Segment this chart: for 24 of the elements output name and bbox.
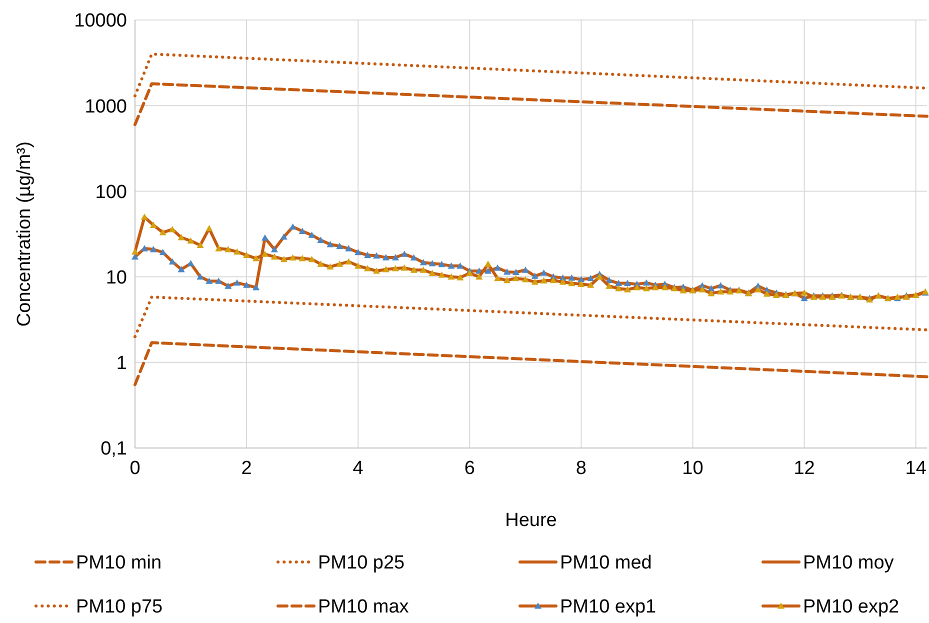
x-tick-label: 8 bbox=[576, 458, 586, 479]
y-tick-label: 10000 bbox=[74, 10, 127, 32]
legend-label: PM10 moy bbox=[803, 552, 894, 574]
legend-label: PM10 p25 bbox=[318, 552, 405, 574]
x-tick-label: 6 bbox=[464, 458, 475, 479]
legend-label: PM10 exp1 bbox=[560, 596, 656, 618]
legend-label: PM10 max bbox=[318, 596, 410, 618]
x-tick-label: 12 bbox=[794, 458, 815, 479]
x-axis-title: Heure bbox=[505, 510, 557, 531]
y-tick-label: 10 bbox=[106, 267, 127, 288]
x-tick-label: 0 bbox=[130, 458, 140, 479]
x-tick-label: 14 bbox=[905, 458, 927, 479]
y-tick-label: 1 bbox=[116, 353, 127, 374]
y-axis-title: Concentration (µg/m³) bbox=[14, 141, 35, 327]
y-tick-label: 100 bbox=[95, 182, 127, 203]
legend-label: PM10 min bbox=[76, 552, 162, 574]
y-tick-label: 1000 bbox=[84, 96, 127, 118]
legend-label: PM10 p75 bbox=[76, 596, 163, 618]
legend-label: PM10 med bbox=[560, 552, 652, 574]
legend-label: PM10 exp2 bbox=[803, 596, 900, 618]
y-tick-label: 0,1 bbox=[100, 438, 127, 460]
x-tick-label: 10 bbox=[682, 458, 704, 479]
x-tick-label: 2 bbox=[241, 458, 252, 479]
x-tick-label: 4 bbox=[352, 458, 364, 479]
